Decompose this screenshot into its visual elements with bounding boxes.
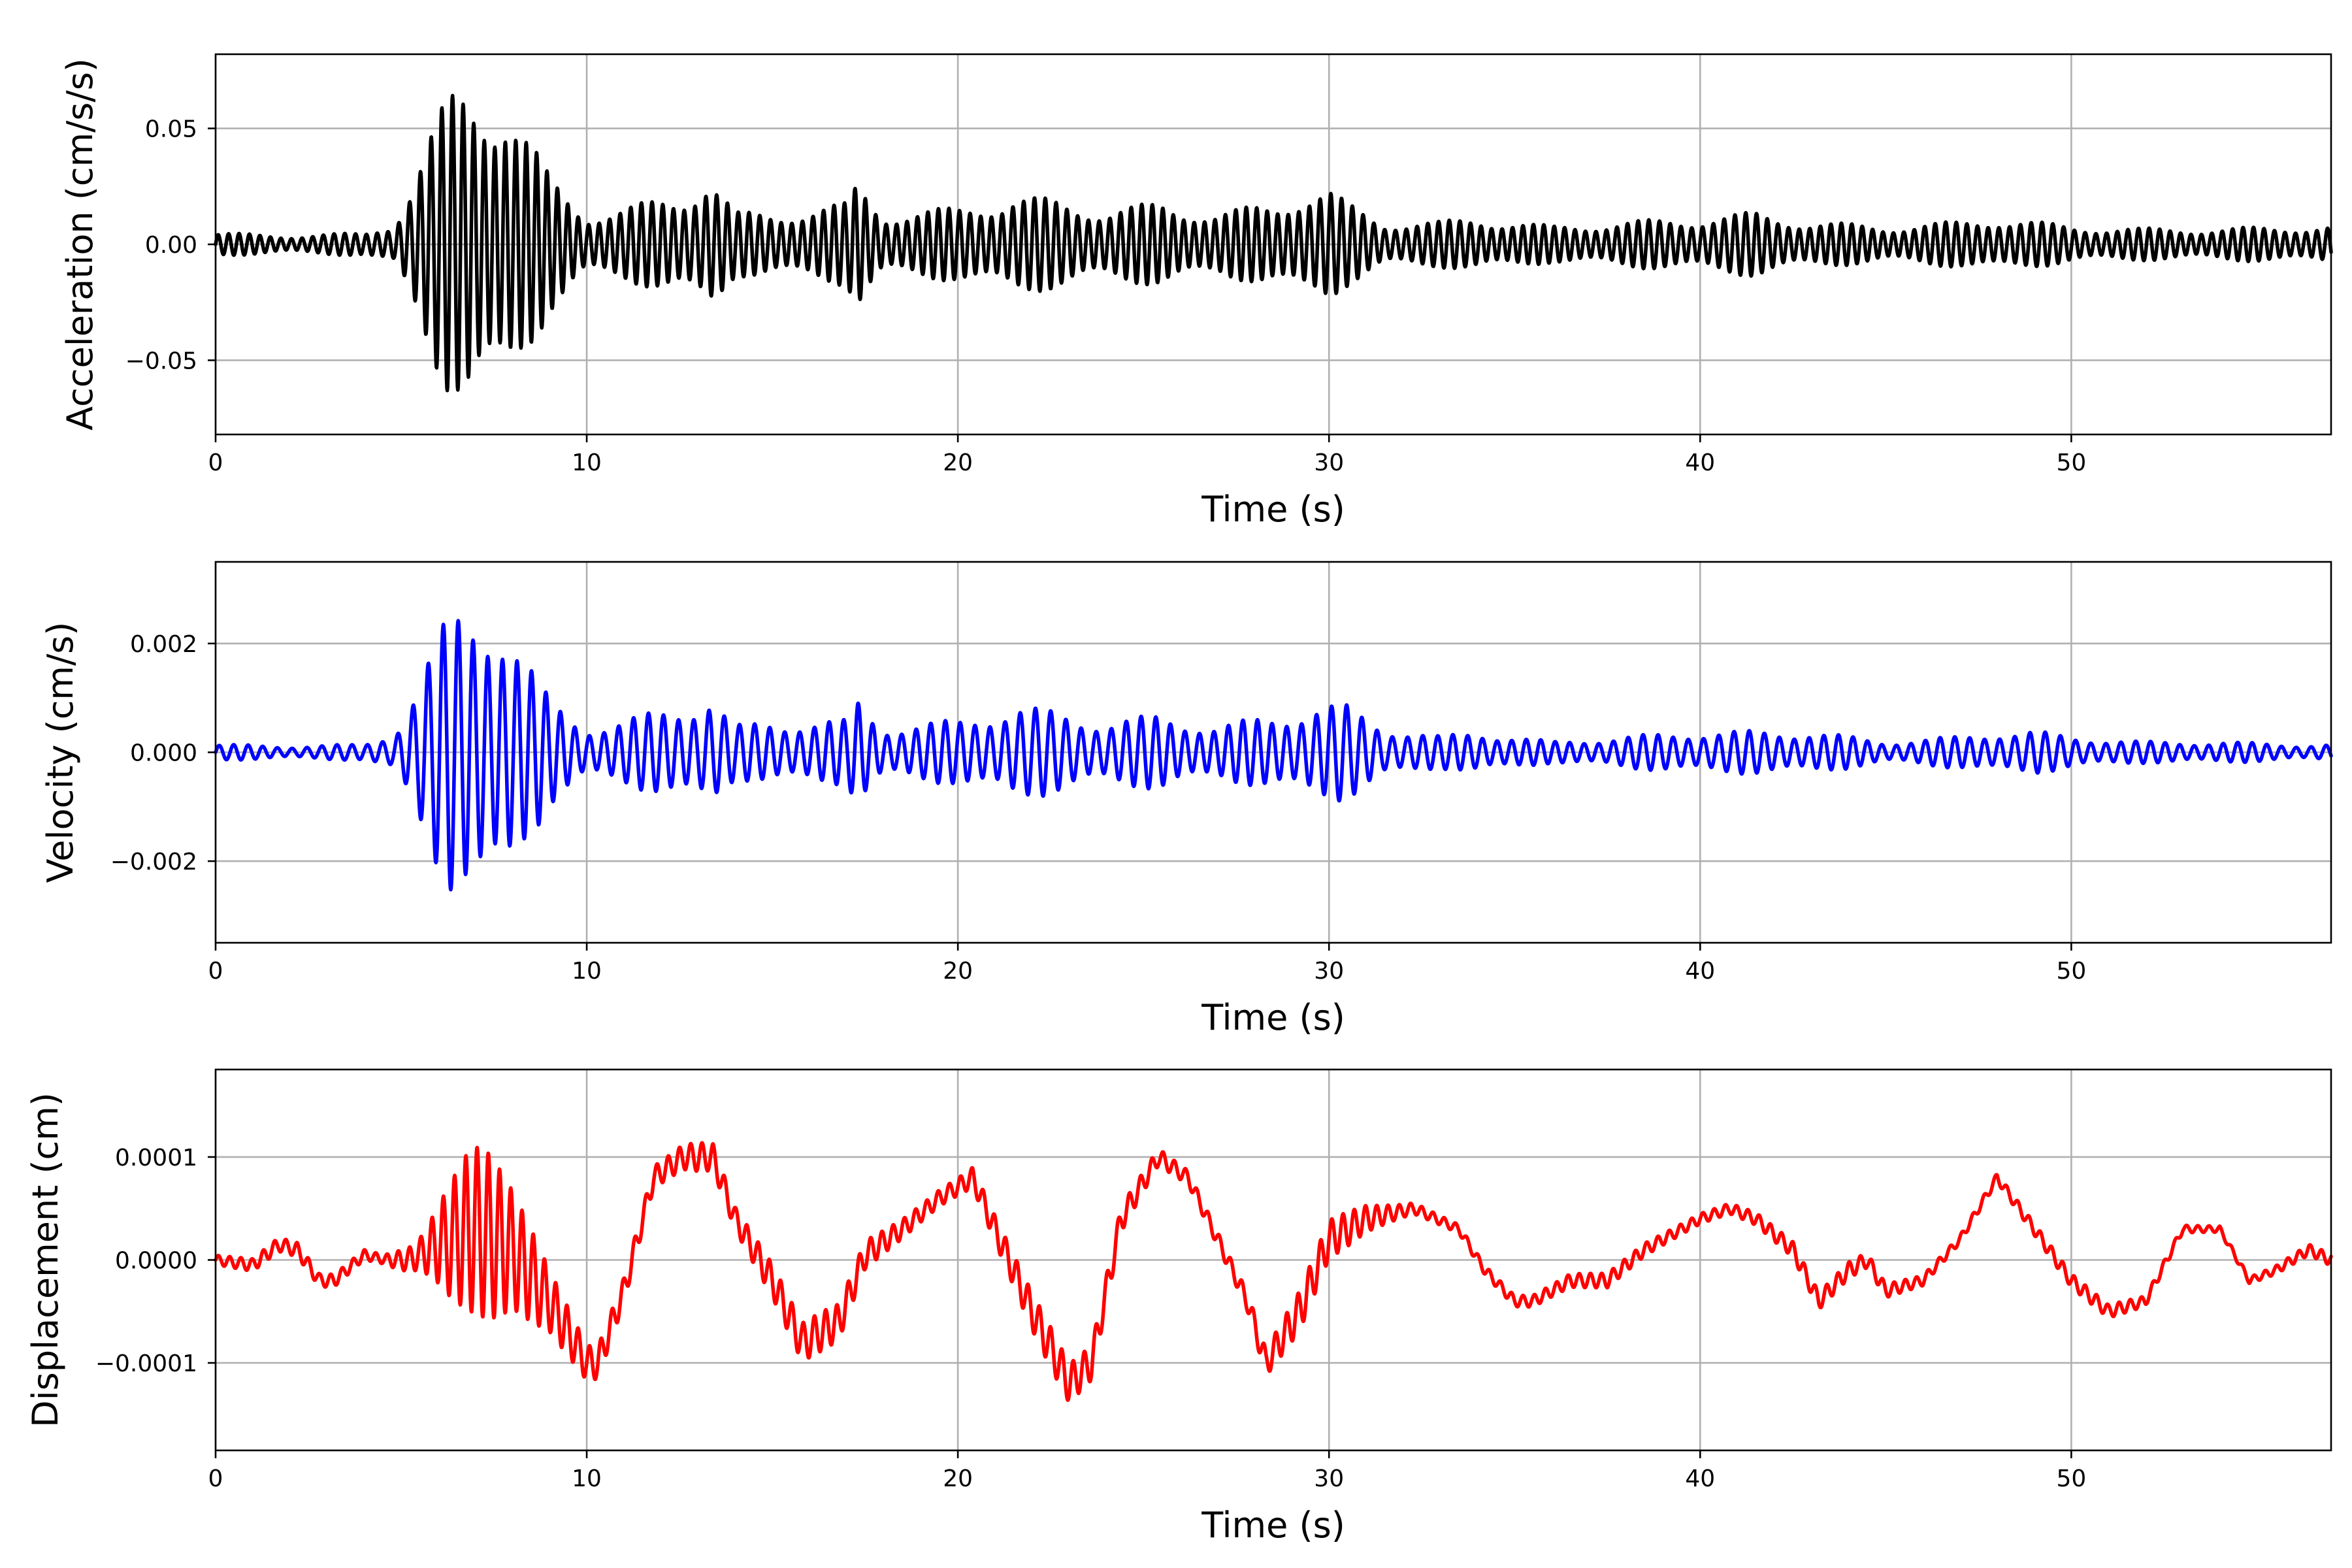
velocity-y-tick-label-0: −0.002	[110, 849, 197, 875]
displacement-y-tick-label-1: 0.0000	[115, 1248, 197, 1275]
velocity-x-tick-label-3: 30	[1314, 958, 1344, 985]
acceleration-x-tick-label-4: 40	[1685, 449, 1715, 476]
displacement-y-axis-label: Displacement (cm)	[25, 1092, 66, 1428]
velocity-x-tick-label-5: 50	[2056, 958, 2086, 985]
velocity-x-tick-label-0: 0	[208, 958, 223, 985]
acceleration-series-line	[214, 93, 2333, 393]
displacement-ticks: 0 10 20 30 40 50 −0.0001 0.0000 0.0001	[95, 1145, 2086, 1492]
velocity-y-tick-label-1: 0.000	[130, 740, 197, 767]
acceleration-x-tick-label-2: 20	[943, 449, 973, 476]
displacement-x-tick-label-5: 50	[2056, 1465, 2086, 1492]
acceleration-ticks: 0 10 20 30 40 50 −0.05 0.00 0.05	[125, 116, 2087, 476]
acceleration-y-tick-label-2: 0.05	[145, 116, 197, 143]
displacement-x-axis-label: Time (s)	[1201, 1505, 1345, 1546]
velocity-x-tick-label-4: 40	[1685, 958, 1715, 985]
velocity-y-tick-label-2: 0.002	[130, 631, 197, 658]
acceleration-x-axis-label: Time (s)	[1201, 489, 1345, 530]
velocity-x-axis-label: Time (s)	[1201, 997, 1345, 1038]
velocity-x-tick-label-1: 10	[572, 958, 602, 985]
acceleration-y-tick-label-0: −0.05	[125, 348, 197, 374]
velocity-ticks: 0 10 20 30 40 50 −0.002 0.000 0.002	[110, 631, 2086, 985]
acceleration-x-tick-label-0: 0	[208, 449, 223, 476]
displacement-x-tick-label-0: 0	[208, 1465, 223, 1492]
displacement-x-tick-label-1: 10	[572, 1465, 602, 1492]
acceleration-y-tick-label-1: 0.00	[145, 232, 197, 259]
acceleration-panel: 0 10 20 30 40 50 −0.05 0.00 0.05 Time (s) Accele…	[59, 53, 2333, 530]
displacement-x-tick-label-2: 20	[943, 1465, 973, 1492]
acceleration-y-axis-label: Acceleration (cm/s/s)	[59, 58, 101, 431]
displacement-x-tick-label-4: 40	[1685, 1465, 1715, 1492]
velocity-x-tick-label-2: 20	[943, 958, 973, 985]
displacement-y-tick-label-0: −0.0001	[95, 1350, 197, 1377]
velocity-series-line	[214, 619, 2333, 892]
acceleration-x-tick-label-5: 50	[2056, 449, 2086, 476]
displacement-series-line	[214, 1141, 2333, 1402]
displacement-y-tick-label-2: 0.0001	[115, 1145, 197, 1171]
acceleration-x-tick-label-3: 30	[1314, 449, 1344, 476]
velocity-panel: 0 10 20 30 40 50 −0.002 0.000 0.002 Time (s) Vel…	[40, 561, 2333, 1038]
velocity-y-axis-label: Velocity (cm/s)	[40, 622, 81, 883]
displacement-x-tick-label-3: 30	[1314, 1465, 1344, 1492]
acceleration-x-tick-label-1: 10	[572, 449, 602, 476]
